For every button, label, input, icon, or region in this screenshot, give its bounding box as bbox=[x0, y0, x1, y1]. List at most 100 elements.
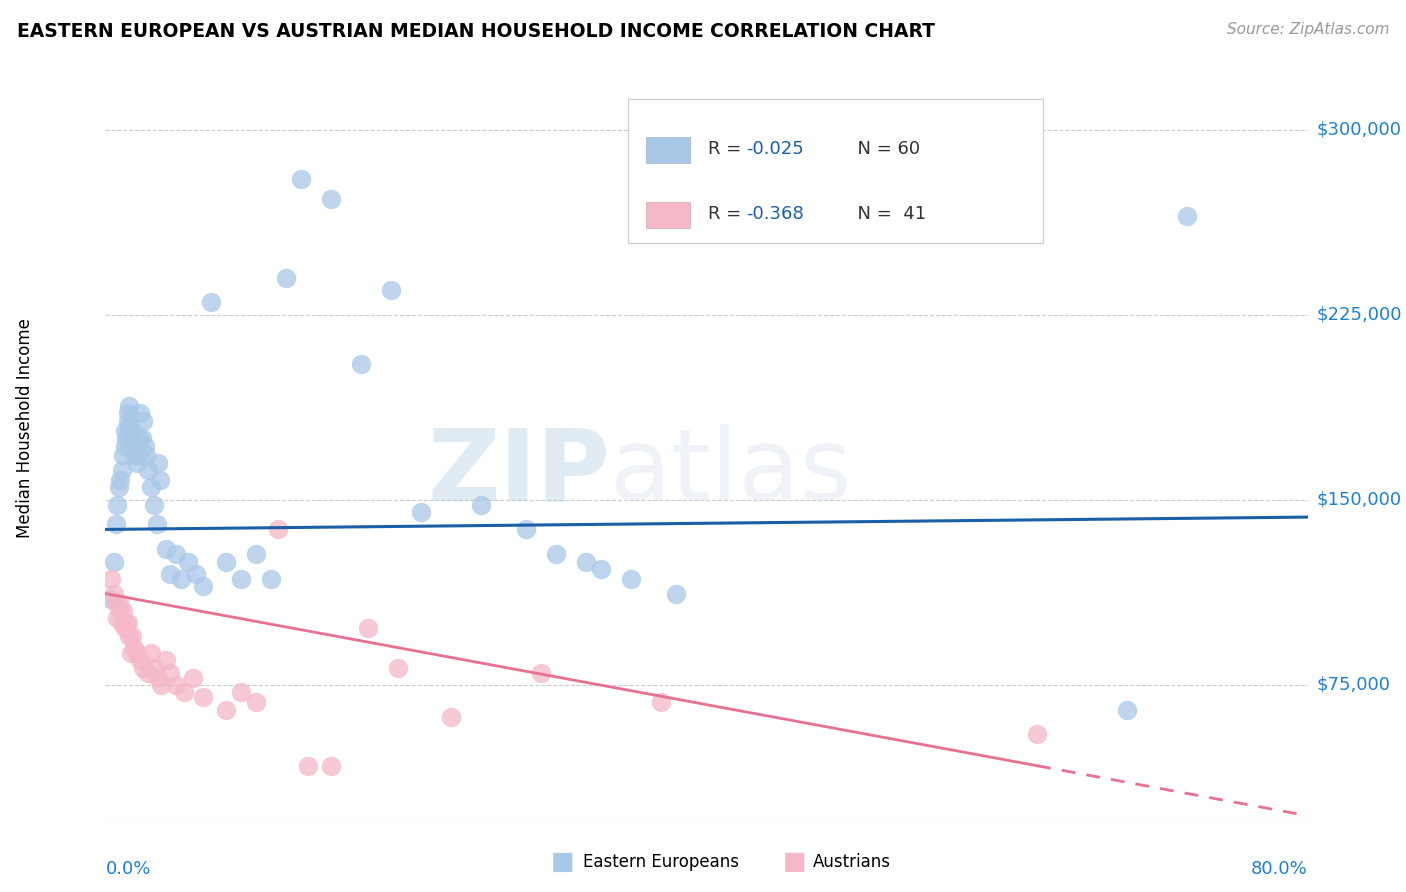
Point bbox=[159, 665, 181, 680]
Text: 0.0%: 0.0% bbox=[105, 860, 150, 878]
Point bbox=[274, 270, 297, 285]
Point bbox=[470, 498, 492, 512]
Point bbox=[125, 456, 148, 470]
Point bbox=[229, 572, 252, 586]
Text: 80.0%: 80.0% bbox=[1251, 860, 1308, 878]
Point bbox=[148, 473, 170, 487]
Point bbox=[159, 566, 181, 581]
FancyBboxPatch shape bbox=[628, 99, 1043, 244]
Point bbox=[155, 653, 177, 667]
Point bbox=[110, 604, 132, 618]
Point bbox=[107, 498, 129, 512]
Point bbox=[110, 473, 132, 487]
Point bbox=[114, 424, 136, 438]
Point bbox=[245, 695, 267, 709]
Point bbox=[440, 710, 463, 724]
Point bbox=[135, 449, 157, 463]
Point bbox=[380, 283, 402, 297]
Point bbox=[100, 572, 122, 586]
Point bbox=[319, 192, 342, 206]
FancyBboxPatch shape bbox=[647, 137, 690, 162]
Point bbox=[145, 517, 167, 532]
Point bbox=[245, 547, 267, 561]
Point bbox=[290, 172, 312, 186]
Point bbox=[120, 431, 142, 445]
Point bbox=[107, 611, 129, 625]
Point bbox=[114, 621, 136, 635]
Point bbox=[120, 646, 142, 660]
Text: $150,000: $150,000 bbox=[1316, 491, 1402, 508]
Point bbox=[350, 357, 373, 371]
Point bbox=[143, 660, 166, 674]
Point bbox=[184, 566, 207, 581]
Point bbox=[620, 572, 643, 586]
Point bbox=[546, 547, 568, 561]
Point bbox=[146, 456, 169, 470]
Text: EASTERN EUROPEAN VS AUSTRIAN MEDIAN HOUSEHOLD INCOME CORRELATION CHART: EASTERN EUROPEAN VS AUSTRIAN MEDIAN HOUS… bbox=[17, 22, 935, 41]
Point bbox=[104, 517, 127, 532]
Point bbox=[103, 586, 125, 600]
Point bbox=[165, 547, 187, 561]
Point bbox=[200, 295, 222, 310]
Point bbox=[121, 629, 143, 643]
Point bbox=[112, 604, 135, 618]
Point bbox=[150, 678, 173, 692]
Point bbox=[1175, 209, 1198, 223]
Text: Austrians: Austrians bbox=[813, 853, 890, 871]
Text: ZIP: ZIP bbox=[427, 425, 610, 521]
Point bbox=[124, 438, 146, 452]
Text: $75,000: $75,000 bbox=[1316, 676, 1391, 694]
Point bbox=[100, 591, 122, 606]
Text: N = 60: N = 60 bbox=[846, 140, 920, 158]
Point bbox=[191, 690, 214, 705]
Point bbox=[111, 463, 134, 477]
Text: Source: ZipAtlas.com: Source: ZipAtlas.com bbox=[1226, 22, 1389, 37]
Point bbox=[409, 505, 432, 519]
Point bbox=[169, 572, 191, 586]
Point bbox=[118, 629, 141, 643]
Point bbox=[146, 671, 169, 685]
Point bbox=[136, 463, 159, 477]
Point bbox=[173, 685, 195, 699]
Point bbox=[387, 660, 409, 674]
Point bbox=[260, 572, 283, 586]
Point bbox=[132, 414, 155, 428]
Point bbox=[122, 640, 145, 655]
Point bbox=[515, 523, 537, 537]
Point bbox=[132, 660, 155, 674]
Point bbox=[108, 481, 131, 495]
Point bbox=[117, 407, 139, 421]
Point bbox=[125, 646, 148, 660]
FancyBboxPatch shape bbox=[647, 202, 690, 227]
Point bbox=[575, 554, 598, 569]
Point bbox=[115, 431, 138, 445]
Point bbox=[128, 449, 150, 463]
Point bbox=[117, 414, 139, 428]
Point bbox=[115, 616, 138, 631]
Point bbox=[129, 407, 152, 421]
Point bbox=[108, 597, 131, 611]
Point bbox=[191, 579, 214, 593]
Point bbox=[142, 498, 165, 512]
Point bbox=[1116, 703, 1139, 717]
Point bbox=[139, 481, 162, 495]
Point bbox=[229, 685, 252, 699]
Point bbox=[650, 695, 672, 709]
Text: -0.025: -0.025 bbox=[747, 140, 804, 158]
Point bbox=[591, 562, 613, 576]
Point bbox=[267, 523, 290, 537]
Point bbox=[111, 616, 134, 631]
Point bbox=[134, 438, 156, 452]
Point bbox=[118, 418, 141, 433]
Point bbox=[118, 399, 141, 413]
Text: ■: ■ bbox=[551, 850, 574, 873]
Text: ■: ■ bbox=[783, 850, 806, 873]
Text: Median Household Income: Median Household Income bbox=[17, 318, 34, 538]
Point bbox=[214, 554, 236, 569]
Point bbox=[1026, 727, 1049, 741]
Text: R =: R = bbox=[707, 205, 747, 223]
Point bbox=[136, 665, 159, 680]
Point bbox=[357, 621, 380, 635]
Text: R =: R = bbox=[707, 140, 747, 158]
Point bbox=[181, 671, 204, 685]
